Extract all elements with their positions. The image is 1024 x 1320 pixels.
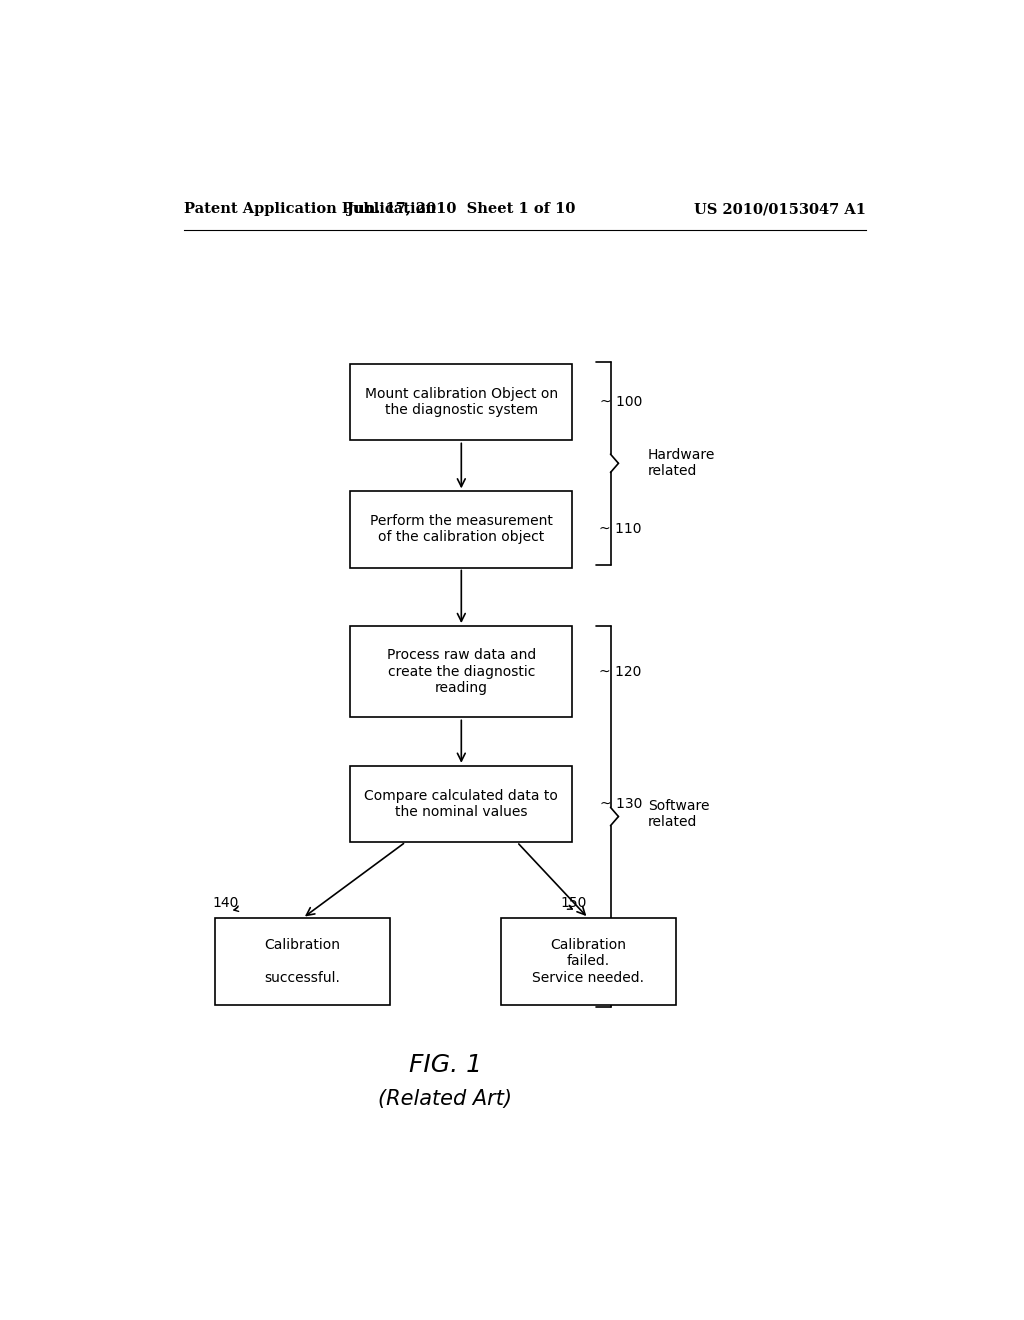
Text: ~ 120: ~ 120 bbox=[599, 665, 641, 678]
Text: 150: 150 bbox=[560, 896, 587, 911]
Text: Patent Application Publication: Patent Application Publication bbox=[183, 202, 435, 216]
Text: Process raw data and
create the diagnostic
reading: Process raw data and create the diagnost… bbox=[387, 648, 536, 694]
Text: ~ 110: ~ 110 bbox=[599, 523, 641, 536]
Bar bbox=[350, 626, 572, 718]
Text: Compare calculated data to
the nominal values: Compare calculated data to the nominal v… bbox=[365, 789, 558, 818]
Text: Calibration
failed.
Service needed.: Calibration failed. Service needed. bbox=[532, 939, 644, 985]
Text: Hardware
related: Hardware related bbox=[648, 449, 715, 478]
Text: Perform the measurement
of the calibration object: Perform the measurement of the calibrati… bbox=[370, 515, 553, 544]
Bar bbox=[501, 919, 676, 1005]
Text: ~ 100: ~ 100 bbox=[600, 395, 643, 409]
Bar bbox=[350, 491, 572, 568]
Text: Software
related: Software related bbox=[648, 799, 710, 829]
Bar bbox=[350, 364, 572, 441]
Bar bbox=[350, 766, 572, 842]
Text: Mount calibration Object on
the diagnostic system: Mount calibration Object on the diagnost… bbox=[365, 387, 558, 417]
Text: Jun. 17, 2010  Sheet 1 of 10: Jun. 17, 2010 Sheet 1 of 10 bbox=[347, 202, 575, 216]
Text: FIG. 1: FIG. 1 bbox=[409, 1053, 482, 1077]
Bar bbox=[215, 919, 390, 1005]
Text: 140: 140 bbox=[213, 896, 240, 911]
Text: (Related Art): (Related Art) bbox=[379, 1089, 512, 1109]
Text: ~ 130: ~ 130 bbox=[600, 797, 643, 810]
Text: US 2010/0153047 A1: US 2010/0153047 A1 bbox=[694, 202, 866, 216]
Text: Calibration

successful.: Calibration successful. bbox=[264, 939, 341, 985]
